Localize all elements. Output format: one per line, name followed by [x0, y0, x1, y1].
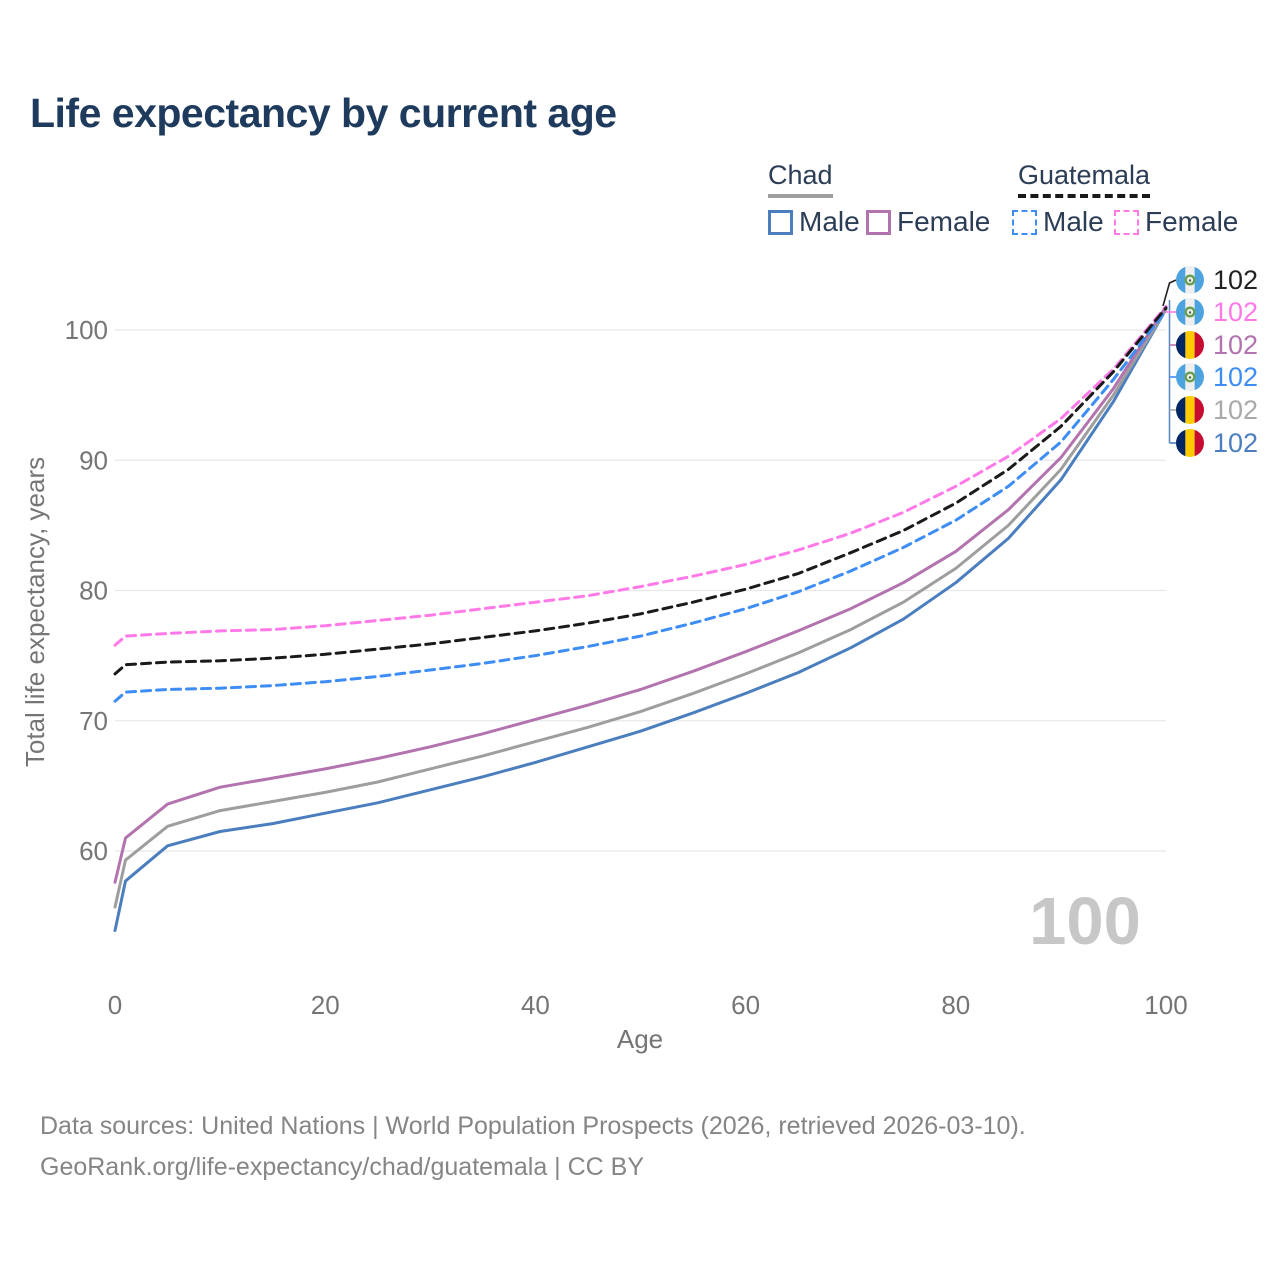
y-tick-label: 100 — [65, 315, 108, 345]
x-tick-label: 60 — [731, 990, 760, 1020]
guatemala-female-line — [113, 305, 1168, 647]
y-tick-label: 90 — [79, 445, 108, 475]
flag-icon-chad — [1176, 331, 1204, 359]
chad-all-line — [113, 307, 1168, 909]
bracket-line — [1162, 279, 1177, 307]
flag-icon-chad — [1176, 429, 1204, 457]
chad-male-swatch-icon — [768, 209, 793, 235]
x-tick-label: 20 — [311, 990, 340, 1020]
guatemala-female-swatch-icon — [1114, 209, 1139, 235]
end-value-label: 102 — [1213, 330, 1258, 360]
legend-item-label: Male — [799, 206, 860, 237]
footer-data-sources: Data sources: United Nations | World Pop… — [40, 1112, 1026, 1140]
legend-group-chad: Chad — [768, 160, 833, 198]
legend-item-guatemala-female[interactable]: Female — [1114, 206, 1238, 238]
x-tick-label: 40 — [521, 990, 550, 1020]
legend-item-chad-female[interactable]: Female — [866, 206, 990, 238]
x-tick-label: 100 — [1144, 990, 1187, 1020]
endpoint-bracket — [1162, 279, 1177, 444]
watermark-age-counter: 100 — [1029, 884, 1141, 959]
y-tick-label: 80 — [79, 576, 108, 606]
legend-item-label: Female — [897, 206, 991, 237]
series-lines — [113, 305, 1168, 932]
y-tick-label: 70 — [79, 706, 108, 736]
flag-icon-guatemala — [1176, 363, 1204, 391]
legend-item-label: Male — [1043, 206, 1104, 237]
guatemala-male-line — [113, 309, 1168, 703]
flag-icon-guatemala — [1176, 266, 1204, 294]
y-tick-label: 60 — [79, 836, 108, 866]
guatemala-all-line — [113, 306, 1168, 676]
x-tick-label: 0 — [108, 990, 122, 1020]
axis-ticks: 60 70 80 90 100 0 20 40 60 80 100 — [65, 315, 1188, 1020]
end-value-label: 102 — [1213, 395, 1258, 425]
footer-url: GeoRank.org/life-expectancy/chad/guatema… — [40, 1153, 645, 1181]
legend-item-chad-male[interactable]: Male — [768, 206, 860, 238]
end-value-label: 102 — [1213, 428, 1258, 458]
legend-item-label: Female — [1145, 206, 1239, 237]
gridlines — [115, 329, 1166, 852]
end-value-label: 102 — [1213, 362, 1258, 392]
legend-item-guatemala-male[interactable]: Male — [1012, 206, 1104, 238]
chad-female-swatch-icon — [866, 209, 891, 235]
end-value-label: 102 — [1213, 297, 1258, 327]
end-value-label: 102 — [1213, 265, 1258, 295]
legend-group-guatemala: Guatemala — [1018, 160, 1151, 198]
y-axis-title: Total life expectancy, years — [20, 457, 50, 767]
page-title: Life expectancy by current age — [30, 90, 617, 136]
footer: Data sources: United Nations | World Pop… — [40, 1106, 1026, 1188]
chad-male-line — [113, 307, 1168, 932]
flag-icon-guatemala — [1176, 298, 1204, 326]
x-tick-label: 80 — [941, 990, 970, 1020]
guatemala-male-swatch-icon — [1012, 209, 1037, 235]
chad-female-line — [113, 305, 1168, 884]
legend: Chad Guatemala Male Female Male Female — [0, 160, 1280, 250]
flag-icon-chad — [1176, 396, 1204, 424]
x-axis-title: Age — [617, 1024, 663, 1054]
